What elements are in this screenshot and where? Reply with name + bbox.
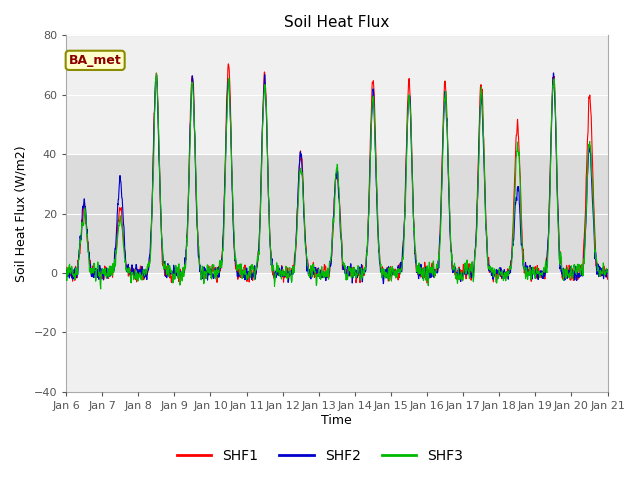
X-axis label: Time: Time (321, 414, 352, 427)
Text: BA_met: BA_met (68, 54, 122, 67)
SHF3 (572, 267, 579, 273)
SHF1 (604, 276, 611, 282)
SHF3 (62, 266, 70, 272)
SHF3 (214, 272, 221, 277)
Y-axis label: Soil Heat Flux (W/m2): Soil Heat Flux (W/m2) (15, 145, 28, 282)
Legend: SHF1, SHF2, SHF3: SHF1, SHF2, SHF3 (171, 443, 469, 468)
SHF2 (604, 267, 611, 273)
SHF2 (380, 281, 387, 287)
Line: SHF3: SHF3 (66, 73, 607, 289)
SHF3 (152, 71, 160, 76)
SHF3 (495, 274, 502, 280)
SHF1 (213, 279, 221, 285)
SHF1 (364, 217, 372, 223)
SHF1 (225, 61, 232, 67)
SHF2 (494, 269, 502, 275)
SHF3 (97, 286, 104, 292)
Bar (66, 154, 607, 273)
SHF3 (604, 269, 611, 275)
SHF2 (353, 268, 360, 274)
SHF2 (556, 264, 564, 270)
SHF2 (62, 267, 70, 273)
SHF3 (365, 213, 372, 219)
SHF1 (424, 280, 431, 286)
SHF1 (353, 278, 360, 284)
SHF1 (495, 269, 502, 275)
SHF3 (353, 271, 360, 277)
SHF2 (572, 267, 579, 273)
SHF2 (213, 273, 221, 279)
SHF3 (556, 258, 564, 264)
SHF1 (556, 254, 564, 260)
Line: SHF1: SHF1 (66, 64, 607, 283)
Title: Soil Heat Flux: Soil Heat Flux (284, 15, 390, 30)
SHF1 (572, 269, 579, 275)
SHF2 (550, 70, 557, 76)
Line: SHF2: SHF2 (66, 73, 607, 284)
SHF2 (364, 230, 372, 236)
SHF1 (62, 264, 70, 270)
